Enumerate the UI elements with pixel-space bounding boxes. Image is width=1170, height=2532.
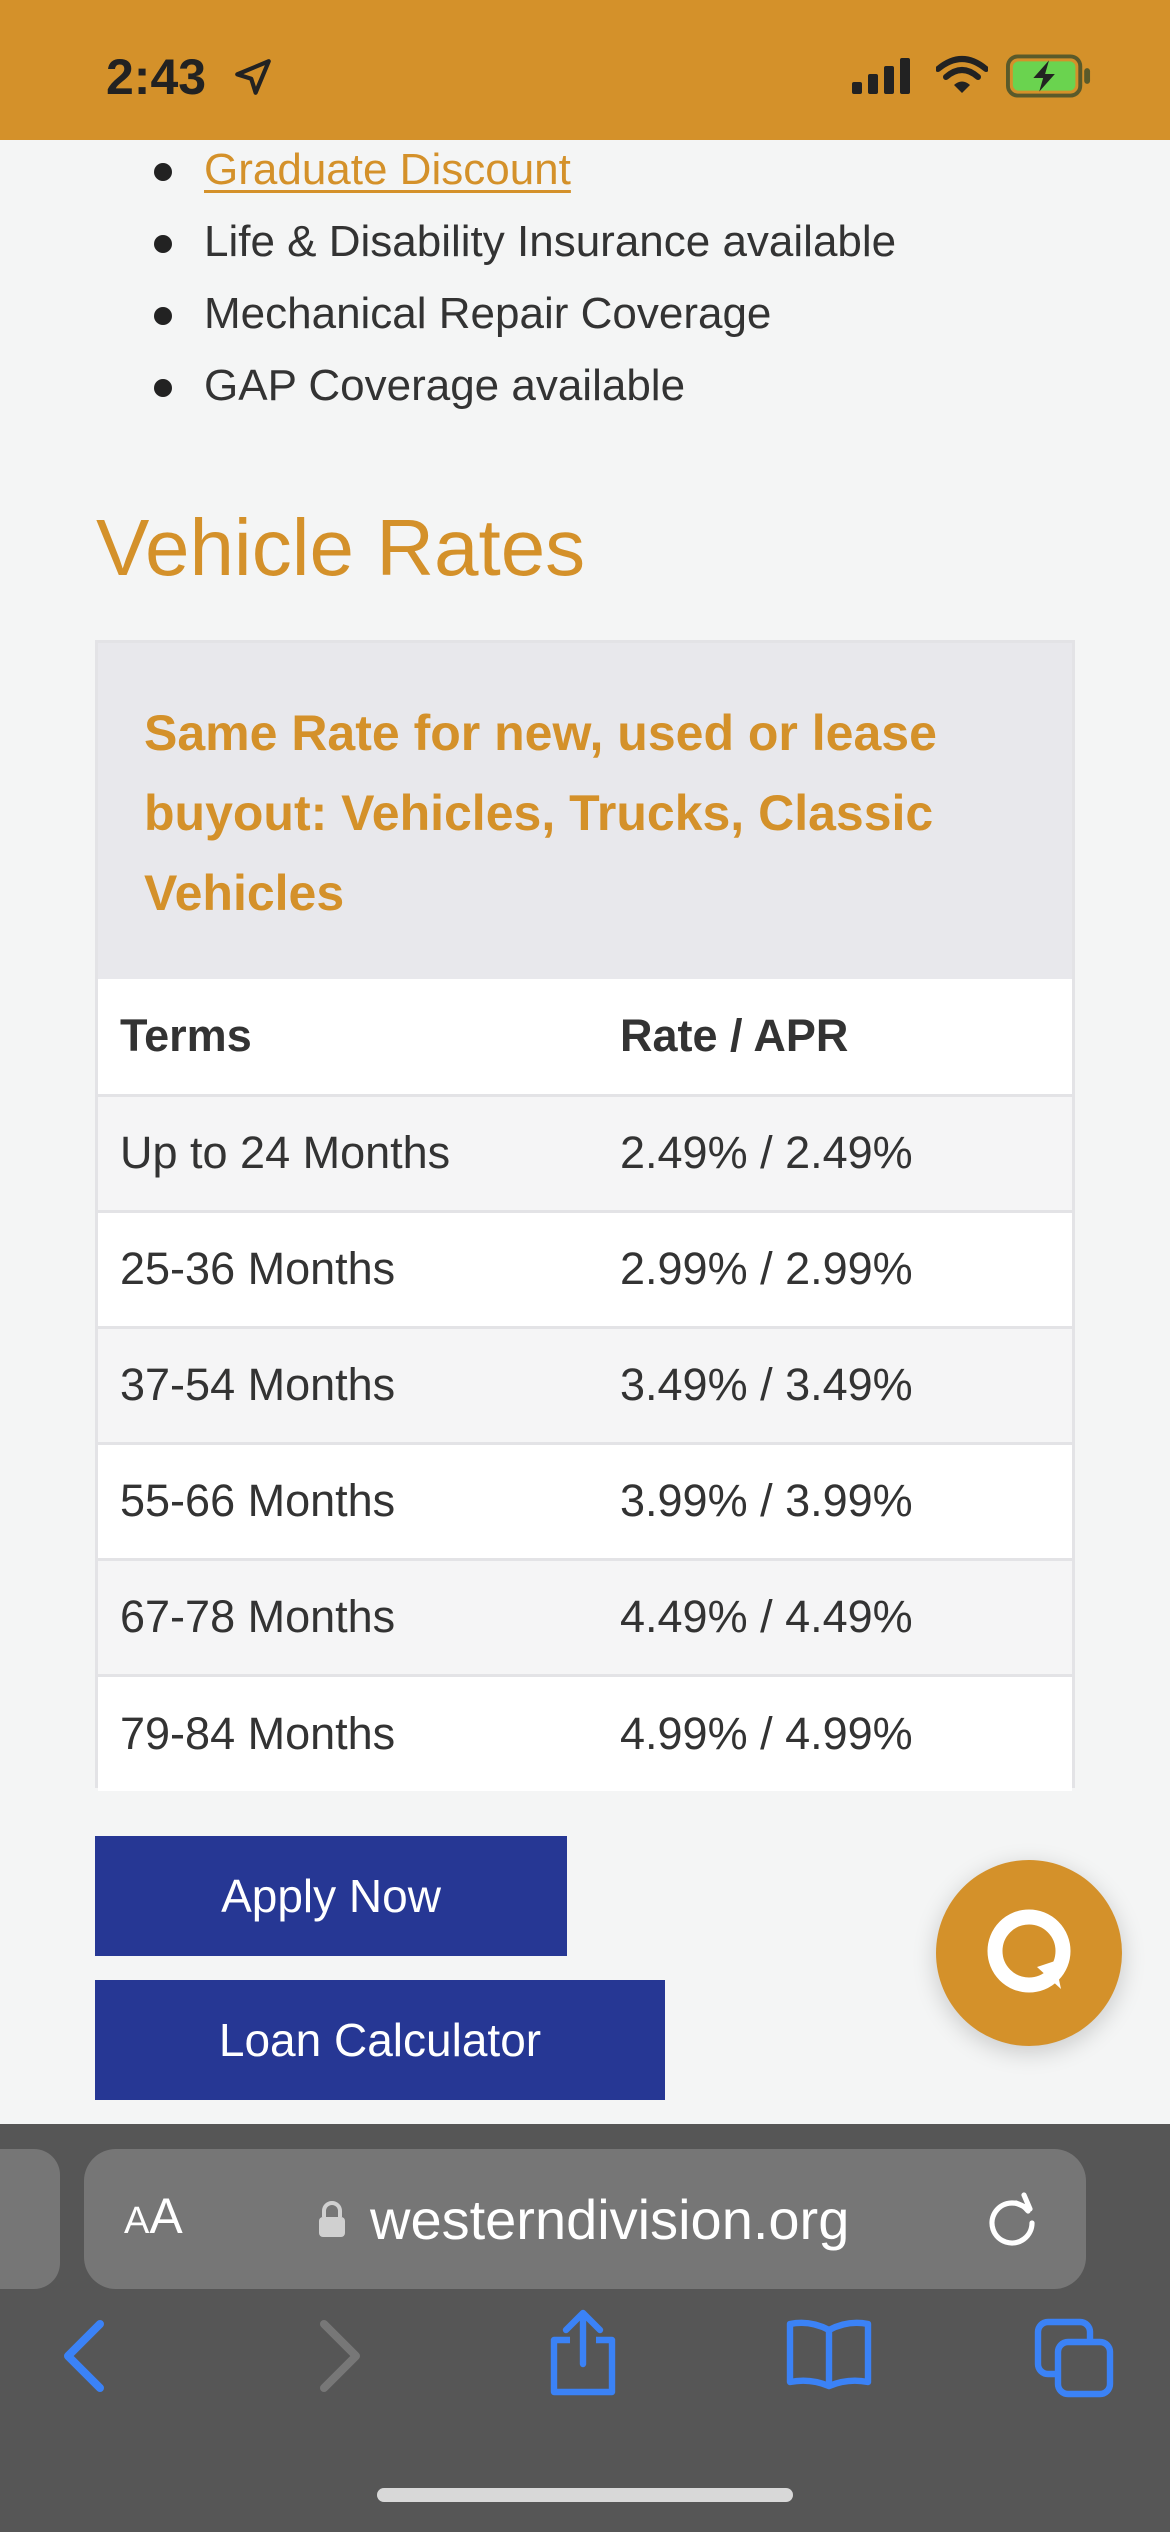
- back-icon[interactable]: [62, 2320, 106, 2392]
- term-cell: 55-66 Months: [98, 1443, 620, 1561]
- bookmarks-icon[interactable]: [786, 2318, 872, 2390]
- table-header-row: Terms Rate / APR: [98, 979, 1072, 1097]
- rate-cell: 2.99% / 2.99%: [620, 1211, 1072, 1329]
- term-cell: Up to 24 Months: [98, 1095, 620, 1213]
- table-row: 55-66 Months 3.99% / 3.99%: [98, 1443, 1072, 1561]
- term-cell: 37-54 Months: [98, 1327, 620, 1445]
- text-size-button[interactable]: AA: [124, 2187, 183, 2245]
- rate-cell: 2.49% / 2.49%: [620, 1095, 1072, 1213]
- lock-icon: [319, 2201, 345, 2237]
- status-time: 2:43: [106, 49, 207, 105]
- tabs-icon[interactable]: [1034, 2318, 1114, 2398]
- table-row: Up to 24 Months 2.49% / 2.49%: [98, 1095, 1072, 1213]
- battery-charging-icon: [1006, 54, 1091, 98]
- list-item: Life & Disability Insurance available: [153, 212, 896, 272]
- term-cell: 67-78 Months: [98, 1559, 620, 1677]
- list-item: GAP Coverage available: [153, 356, 685, 416]
- graduate-discount-link[interactable]: Graduate Discount: [154, 140, 571, 200]
- column-header-rate: Rate / APR: [620, 979, 1072, 1097]
- rate-cell: 3.99% / 3.99%: [620, 1443, 1072, 1561]
- rate-cell: 4.49% / 4.49%: [620, 1559, 1072, 1677]
- text-size-large-glyph: A: [149, 2188, 183, 2244]
- column-header-terms: Terms: [98, 979, 620, 1097]
- home-indicator: [377, 2488, 793, 2502]
- rate-card-header: Same Rate for new, used or lease buyout:…: [98, 643, 1072, 979]
- reload-icon[interactable]: [984, 2191, 1040, 2247]
- wifi-icon: [936, 56, 988, 93]
- address-bar[interactable]: AA westerndivision.org: [84, 2149, 1086, 2289]
- table-row: 79-84 Months 4.99% / 4.99%: [98, 1675, 1072, 1791]
- rate-card-header-text: Same Rate for new, used or lease buyout:…: [144, 705, 937, 921]
- previous-tab-preview[interactable]: [0, 2149, 60, 2289]
- chat-bubble-icon: [987, 1909, 1071, 1993]
- location-arrow-icon: [235, 59, 271, 95]
- list-item: Mechanical Repair Coverage: [153, 284, 771, 344]
- status-bar: 2:43: [0, 0, 1170, 140]
- table-row: 67-78 Months 4.49% / 4.49%: [98, 1559, 1072, 1677]
- text-size-small-glyph: A: [124, 2200, 150, 2242]
- rate-cell: 3.49% / 3.49%: [620, 1327, 1072, 1445]
- apply-now-button[interactable]: Apply Now: [95, 1836, 567, 1956]
- table-row: 37-54 Months 3.49% / 3.49%: [98, 1327, 1072, 1445]
- table-row: 25-36 Months 2.99% / 2.99%: [98, 1211, 1072, 1329]
- forward-icon[interactable]: [318, 2320, 362, 2392]
- rates-table: Terms Rate / APR Up to 24 Months 2.49% /…: [98, 979, 1072, 1791]
- share-icon[interactable]: [548, 2308, 618, 2396]
- section-title: Vehicle Rates: [96, 503, 586, 592]
- term-cell: 79-84 Months: [98, 1675, 620, 1791]
- rate-cell: 4.99% / 4.99%: [620, 1675, 1072, 1791]
- loan-calculator-button[interactable]: Loan Calculator: [95, 1980, 665, 2100]
- term-cell: 25-36 Months: [98, 1211, 620, 1329]
- cellular-signal-icon: [852, 58, 910, 94]
- vehicle-rates-card: Same Rate for new, used or lease buyout:…: [95, 640, 1075, 1791]
- chat-button[interactable]: [936, 1860, 1122, 2046]
- url-text[interactable]: westerndivision.org: [370, 2188, 850, 2251]
